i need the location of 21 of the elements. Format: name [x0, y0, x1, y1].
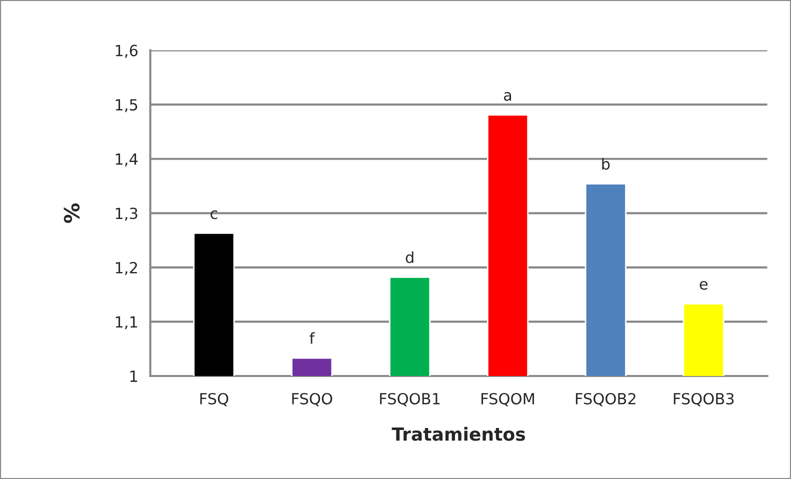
x-tick-label: FSQ [200, 392, 228, 406]
annotation: f [310, 332, 315, 344]
x-tick-label: FSQOB2 [576, 392, 636, 406]
x-tick-label: FSQOM [482, 392, 534, 406]
y-tick-label: 1,3 [116, 208, 138, 221]
x-tick-label: FSQO [292, 392, 332, 406]
x-tick-label: FSQOB3 [674, 392, 734, 406]
annotation: e [700, 280, 708, 290]
y-tick-label: 1,1 [116, 316, 138, 330]
y-tick-label: 1,5 [116, 99, 138, 112]
y-tick-label: 1,6 [116, 44, 138, 58]
y-axis-title: % [64, 203, 80, 223]
x-tick-label: FSQOB1 [380, 392, 440, 406]
annotation: b [602, 158, 610, 170]
y-tick-label: 1 [130, 370, 138, 382]
y-tick-label: 1,4 [116, 154, 138, 166]
annotation: d [406, 251, 414, 264]
annotation: a [504, 92, 512, 101]
y-tick-label: 1,2 [116, 262, 137, 276]
x-axis-title: Tratamientos [392, 426, 525, 441]
annotation: c [210, 210, 218, 220]
